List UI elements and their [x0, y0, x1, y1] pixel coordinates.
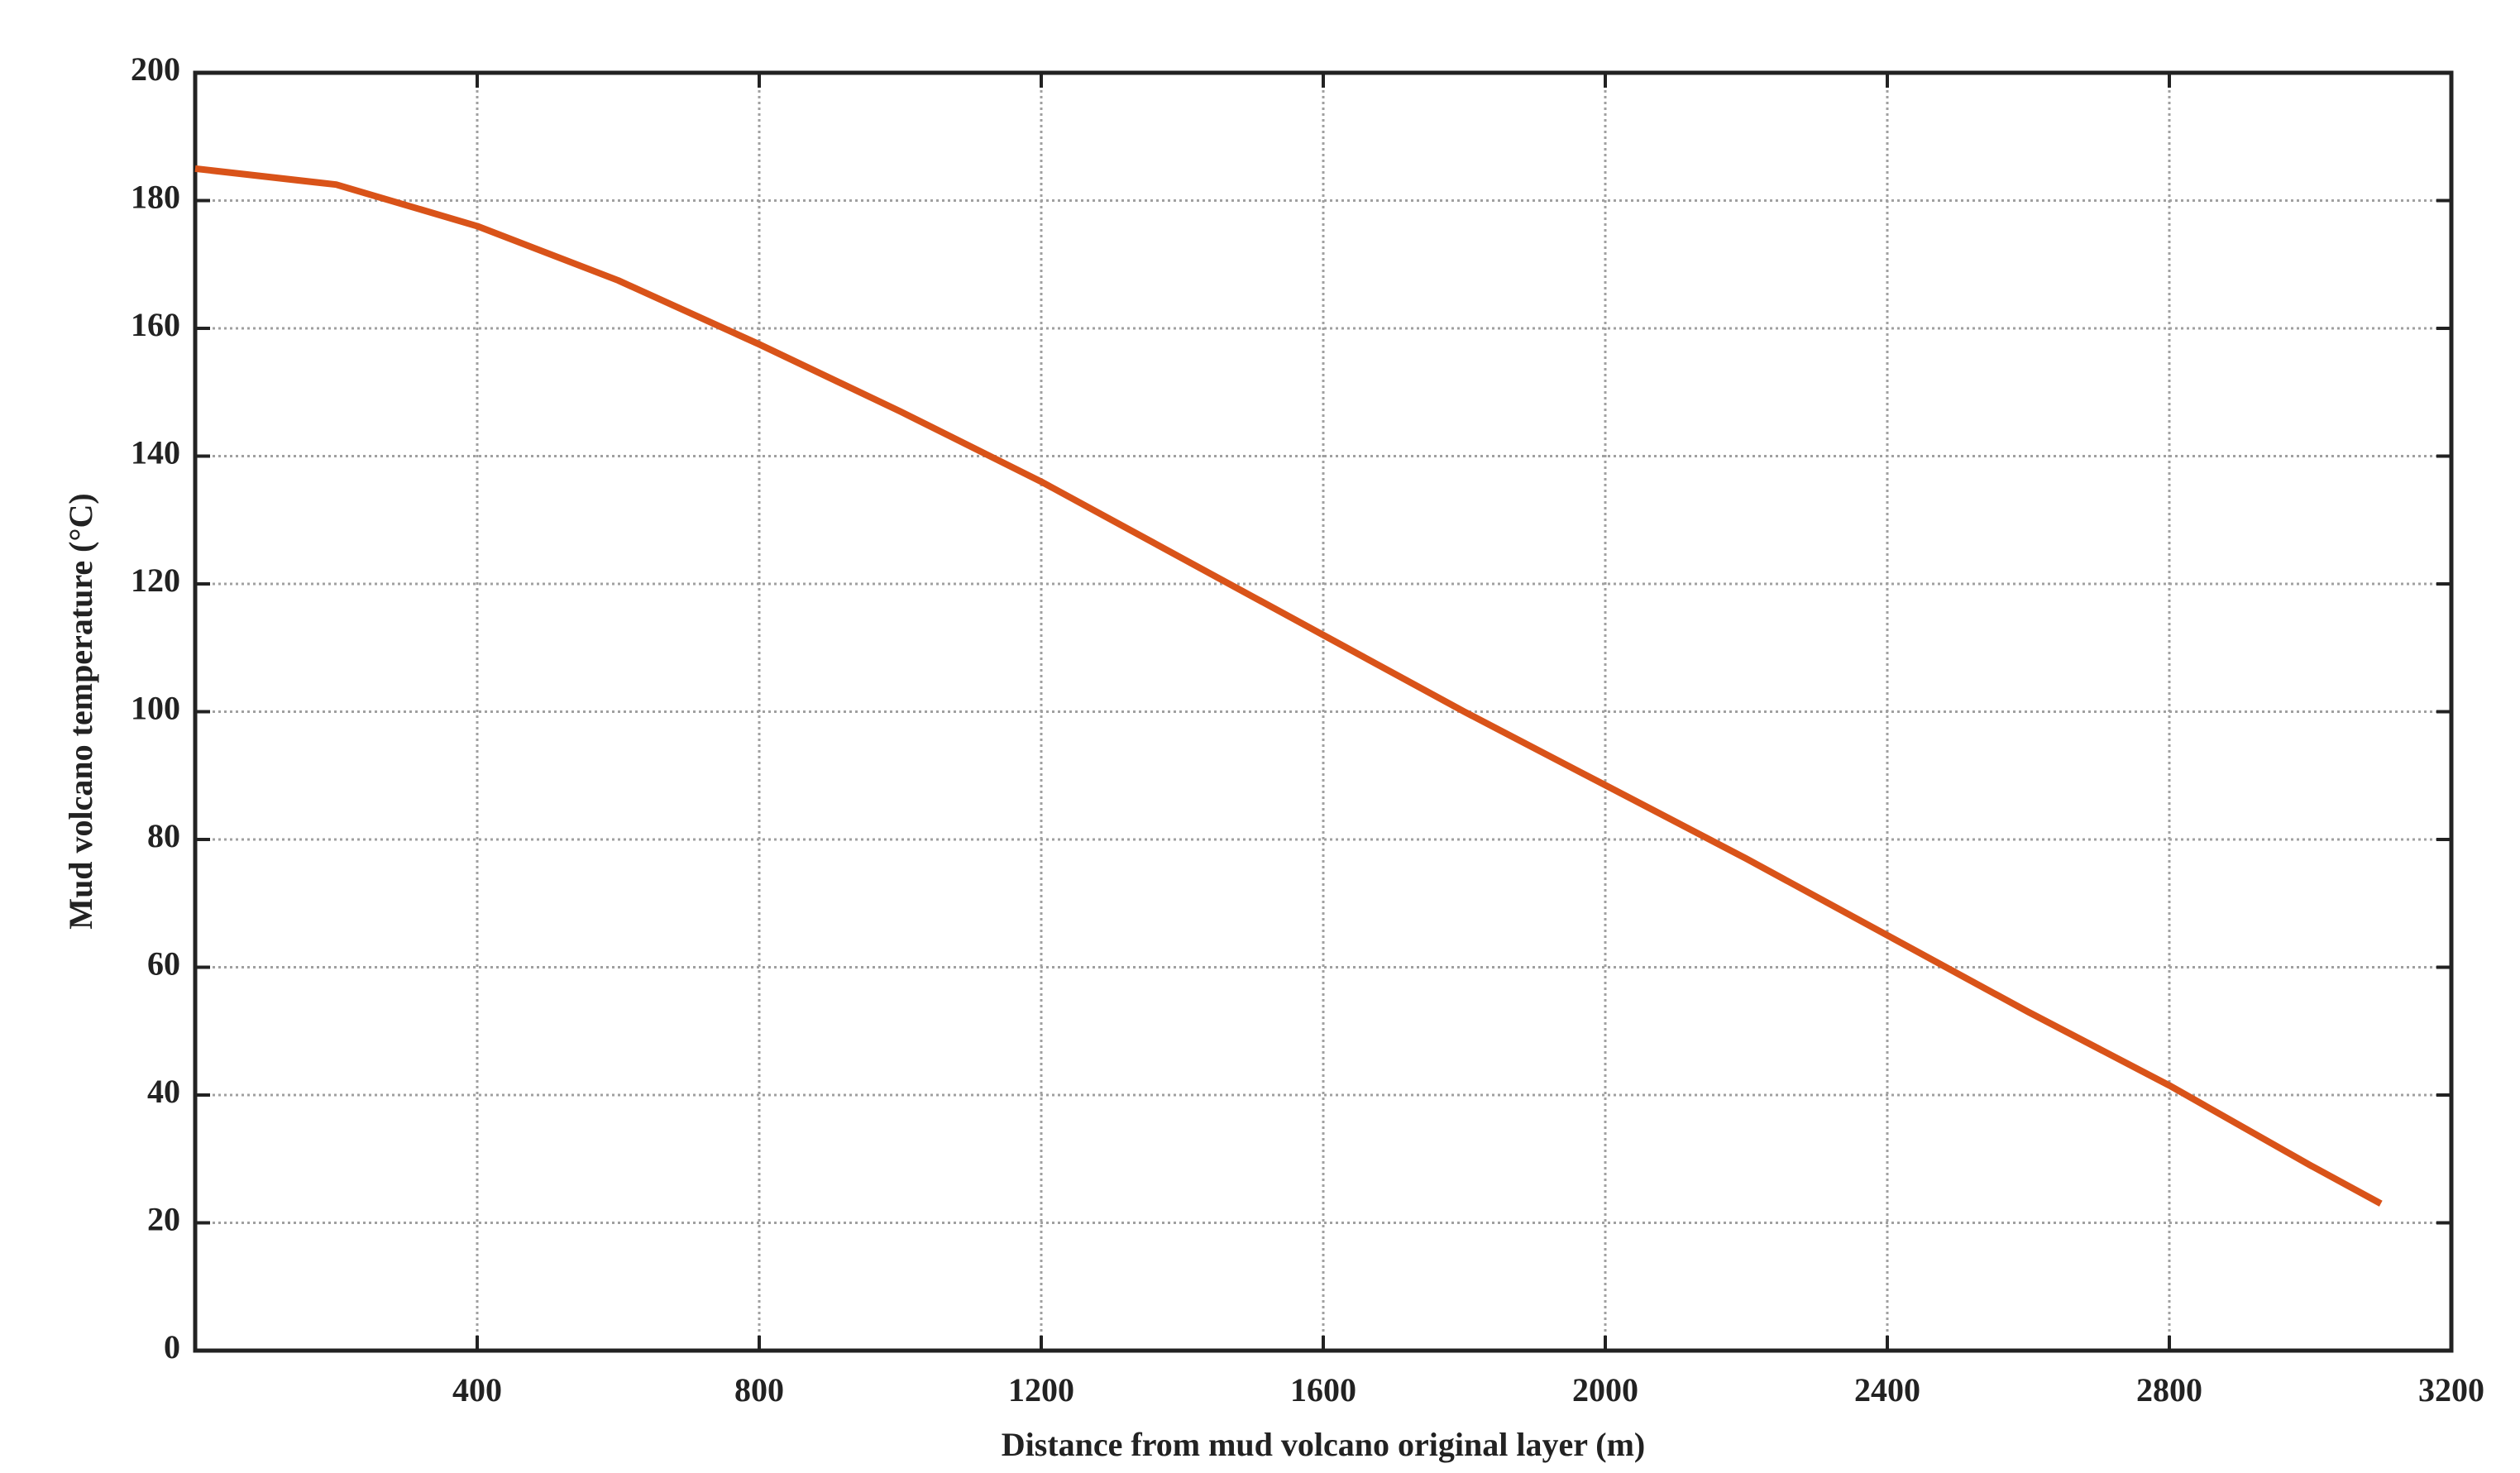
plot-frame: [193, 70, 2454, 1353]
y-tick-label: 160: [131, 306, 180, 343]
x-tick-label: 1200: [1008, 1371, 1074, 1408]
y-tick-label: 100: [131, 690, 180, 727]
x-tick-label: 3200: [2418, 1371, 2484, 1408]
y-tick-label: 140: [131, 434, 180, 471]
x-axis-label: Distance from mud volcano original layer…: [1002, 1426, 1645, 1463]
x-tick-label: 400: [452, 1371, 502, 1408]
y-tick-label: 120: [131, 562, 180, 599]
y-tick-label: 180: [131, 179, 180, 216]
y-axis-label: Mud volcano temperature (°C): [62, 493, 99, 929]
y-tick-label: 80: [147, 817, 180, 854]
y-tick-label: 20: [147, 1201, 180, 1238]
x-tick-label: 800: [734, 1371, 784, 1408]
y-tick-label: 200: [131, 50, 180, 88]
x-tick-label: 2800: [2136, 1371, 2202, 1408]
y-tick-label: 60: [147, 945, 180, 983]
x-tick-label: 2000: [1572, 1371, 1638, 1408]
data-line: [194, 165, 2383, 1207]
y-tick-label: 0: [164, 1328, 180, 1365]
x-tick-label: 2400: [1854, 1371, 1920, 1408]
x-tick-label: 1600: [1290, 1371, 1356, 1408]
y-tick-label: 40: [147, 1073, 180, 1110]
